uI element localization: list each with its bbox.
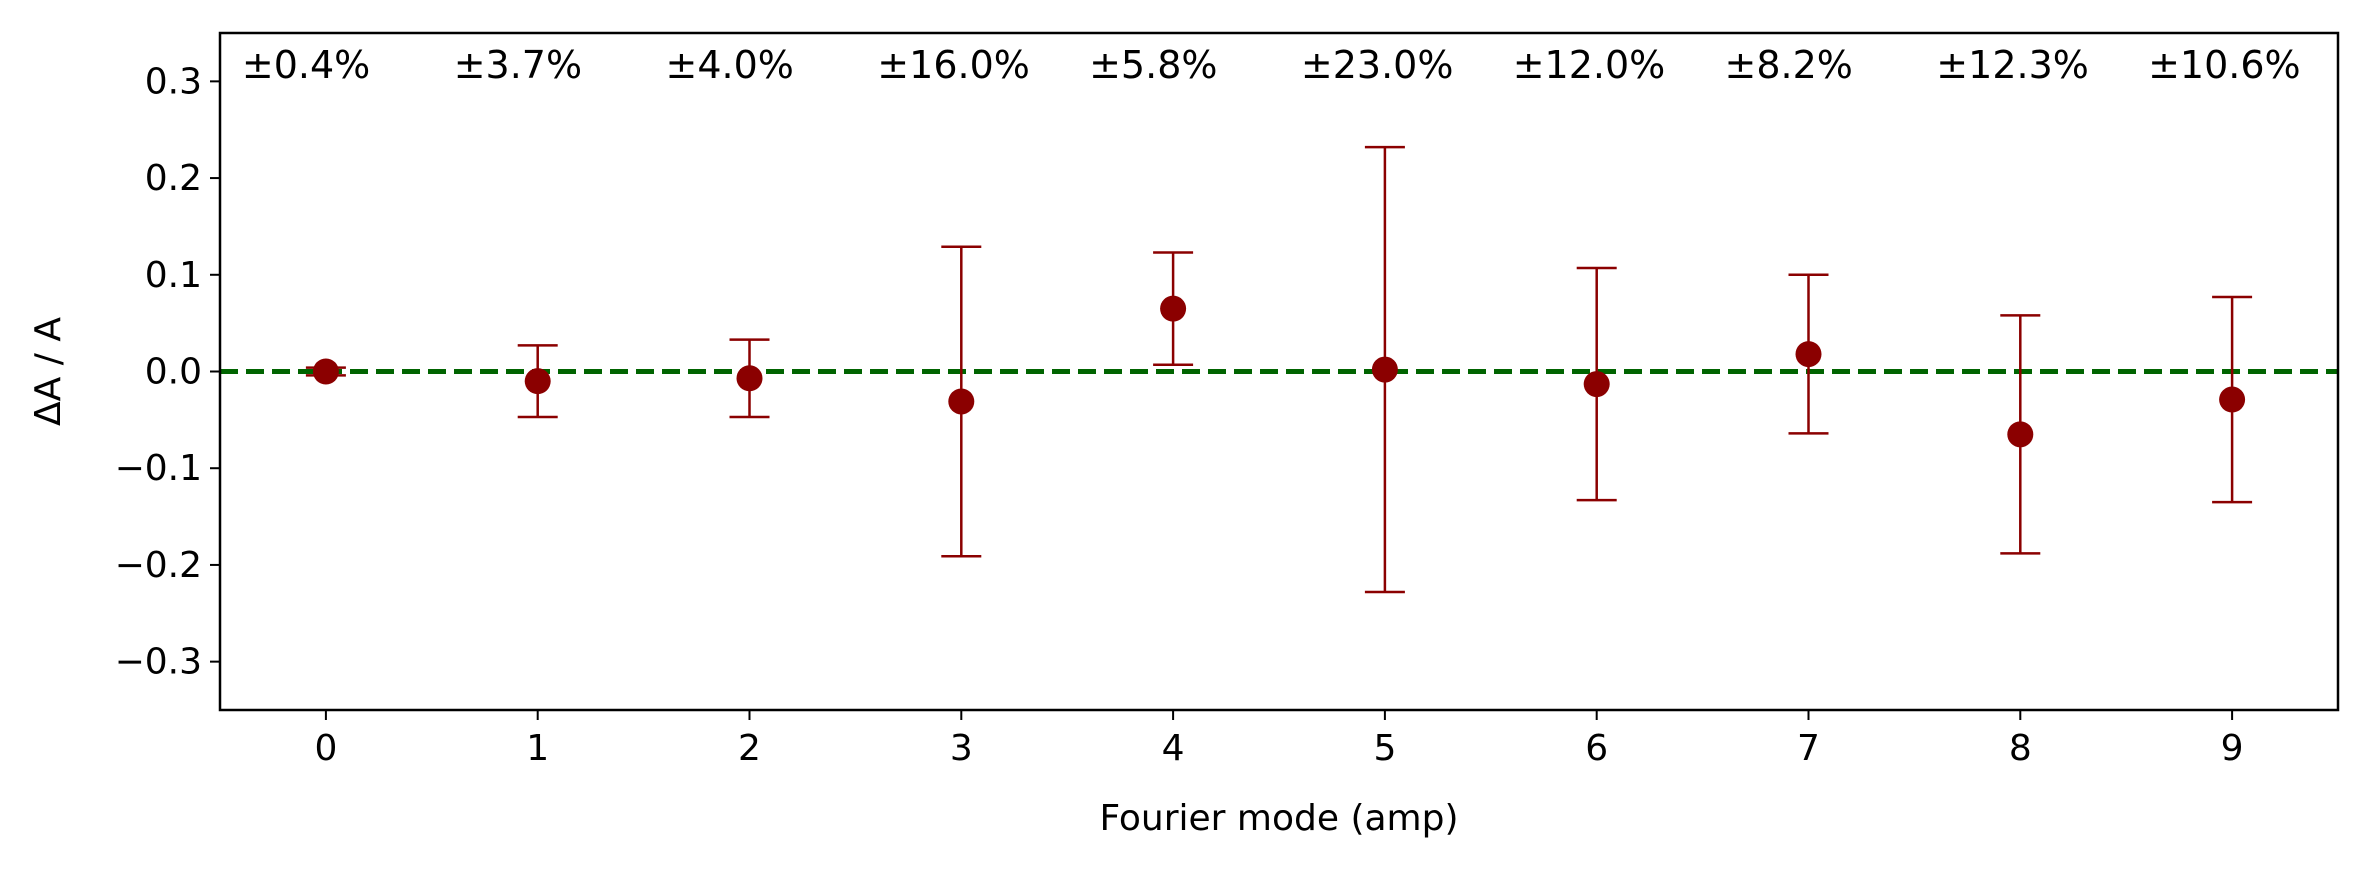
y-tick-label: 0.2	[145, 158, 202, 199]
y-tick-label: 0.1	[145, 255, 202, 296]
plot-area: ±0.4% ±3.7% ±4.0% ±16.0% ±5.8% ±23.0% ±12.0% ±8…	[220, 43, 2338, 594]
uncertainty-label: ±16.0%	[877, 43, 1030, 87]
x-tick-label: 6	[1585, 728, 1608, 769]
uncertainty-label: ±23.0%	[1301, 43, 1454, 87]
data-point	[2007, 421, 2034, 448]
y-tick-label: 0.0	[145, 352, 202, 393]
y-tick-label: −0.3	[115, 642, 202, 683]
x-tick-label: 4	[1162, 728, 1185, 769]
uncertainty-label: ±5.8%	[1089, 43, 1217, 87]
uncertainty-label: ±3.7%	[454, 43, 582, 87]
data-point	[1583, 371, 1610, 398]
uncertainty-label: ±12.3%	[1936, 43, 2089, 87]
y-axis-label: ΔA / A	[28, 317, 69, 426]
uncertainty-label: ±4.0%	[666, 43, 794, 87]
data-point	[312, 358, 339, 385]
uncertainty-label: ±0.4%	[242, 43, 370, 87]
y-tick-label: 0.3	[145, 61, 202, 102]
data-point	[1371, 356, 1398, 383]
data-point	[948, 388, 975, 415]
x-tick-label: 2	[738, 728, 761, 769]
x-axis-label: Fourier mode (amp)	[1099, 798, 1458, 839]
uncertainty-label: ±8.2%	[1725, 43, 1853, 87]
data-point	[524, 368, 551, 395]
uncertainty-label: ±12.0%	[1513, 43, 1666, 87]
x-tick-label: 8	[2009, 728, 2032, 769]
y-tick-label: −0.1	[115, 448, 202, 489]
y-tick-label: −0.2	[115, 545, 202, 586]
uncertainty-label: ±10.6%	[2148, 43, 2301, 87]
x-tick-label: 3	[950, 728, 973, 769]
tick-layer: 0 1 2 3 4 5 6 7 8 9 −0.3 −0.2 −0.1 0.0 0.1 0.2 0.3	[115, 61, 2244, 769]
data-point	[736, 365, 763, 392]
data-point	[2219, 386, 2246, 413]
data-point	[1795, 341, 1822, 368]
x-tick-label: 7	[1797, 728, 1820, 769]
x-tick-label: 0	[314, 728, 337, 769]
data-point	[1160, 295, 1187, 322]
x-tick-label: 5	[1373, 728, 1396, 769]
x-tick-label: 1	[526, 728, 549, 769]
x-tick-label: 9	[2221, 728, 2244, 769]
